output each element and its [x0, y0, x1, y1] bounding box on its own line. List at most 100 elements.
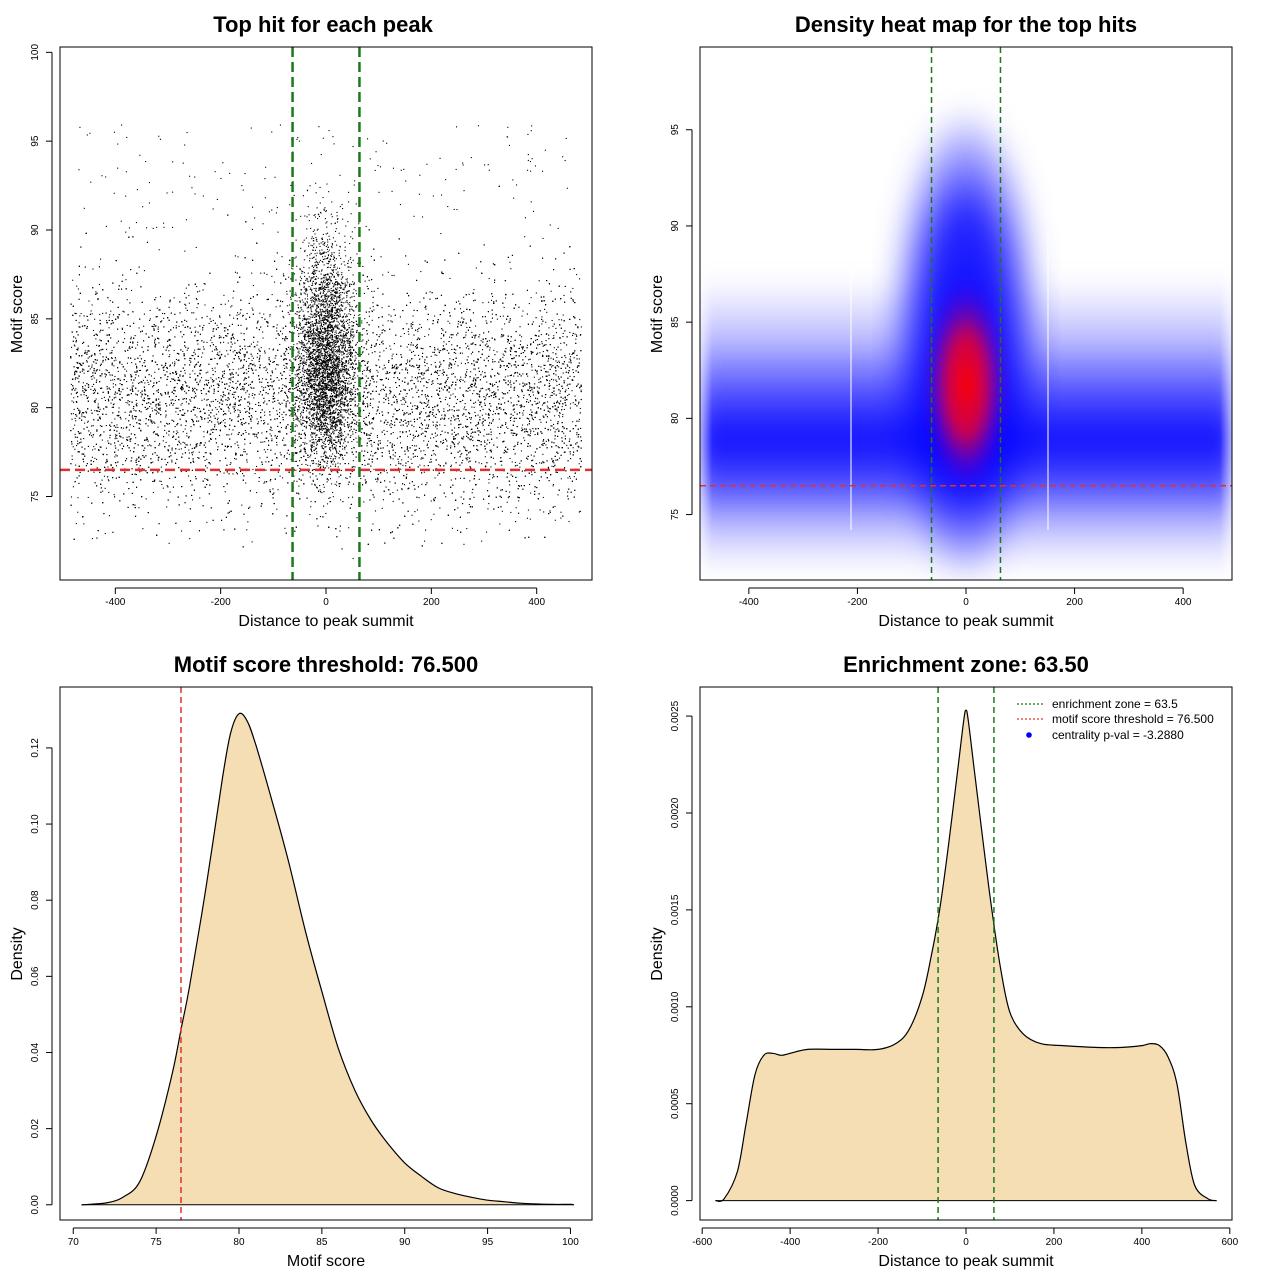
scatter-point [506, 501, 508, 503]
scatter-point [223, 294, 225, 296]
scatter-point [567, 447, 569, 449]
scatter-point [534, 383, 536, 385]
scatter-point [335, 336, 337, 338]
scatter-point [316, 486, 318, 488]
scatter-point [252, 285, 254, 287]
scatter-point [117, 317, 119, 319]
scatter-point [557, 428, 559, 430]
scatter-point [549, 380, 551, 382]
scatter-point [264, 422, 266, 424]
scatter-point [271, 275, 273, 277]
scatter-point [96, 369, 98, 371]
scatter-point [569, 367, 571, 369]
scatter-point [135, 371, 137, 373]
scatter-point [386, 430, 388, 432]
scatter-point [295, 292, 297, 294]
scatter-point [400, 420, 402, 422]
scatter-point [397, 410, 399, 412]
scatter-point [505, 297, 507, 299]
scatter-point [83, 438, 85, 440]
scatter-point [348, 374, 350, 376]
scatter-point [228, 408, 230, 410]
scatter-point [204, 459, 206, 461]
scatter-point [548, 382, 550, 384]
scatter-point [338, 362, 340, 364]
scatter-point [580, 389, 582, 391]
scatter-point [426, 424, 428, 426]
scatter-point [522, 424, 524, 426]
scatter-point [465, 347, 467, 349]
scatter-point [179, 375, 181, 377]
scatter-point [355, 357, 357, 359]
scatter-point [75, 388, 77, 390]
scatter-point [214, 371, 216, 373]
scatter-point [86, 353, 88, 355]
scatter-point [407, 447, 409, 449]
scatter-point [124, 350, 126, 352]
scatter-point [465, 343, 467, 345]
scatter-point [528, 401, 530, 403]
scatter-point [416, 344, 418, 346]
scatter-point [471, 492, 473, 494]
scatter-point [409, 361, 411, 363]
scatter-point [336, 272, 338, 274]
scatter-point [559, 412, 561, 414]
scatter-point [339, 436, 341, 438]
scatter-point [514, 351, 516, 353]
scatter-point [530, 432, 532, 434]
scatter-point [542, 345, 544, 347]
scatter-point [131, 289, 133, 291]
scatter-point [576, 335, 578, 337]
scatter-point [430, 364, 432, 366]
scatter-point [113, 494, 115, 496]
scatter-point [263, 313, 265, 315]
scatter-point [428, 425, 430, 427]
scatter-point [284, 527, 286, 529]
scatter-point [454, 388, 456, 390]
scatter-point [276, 324, 278, 326]
scatter-point [91, 385, 93, 387]
scatter-point [211, 367, 213, 369]
scatter-point [182, 453, 184, 455]
scatter-point [418, 369, 420, 371]
scatter-point [102, 490, 104, 492]
scatter-point [414, 449, 416, 451]
scatter-point [261, 432, 263, 434]
scatter-point [450, 423, 452, 425]
scatter-point [472, 440, 474, 442]
scatter-point [386, 472, 388, 474]
scatter-point [385, 347, 387, 349]
scatter-point [217, 386, 219, 388]
scatter-point [538, 381, 540, 383]
scatter-point [408, 333, 410, 335]
scatter-point [233, 403, 235, 405]
scatter-point [451, 344, 453, 346]
scatter-point [346, 392, 348, 394]
scatter-point [513, 344, 515, 346]
scatter-point [185, 219, 187, 221]
scatter-point [244, 378, 246, 380]
scatter-point [227, 388, 229, 390]
scatter-point [126, 370, 128, 372]
scatter-point [392, 458, 394, 460]
scatter-point [398, 461, 400, 463]
scatter-point [212, 319, 214, 321]
scatter-point [430, 437, 432, 439]
scatter-point [116, 424, 118, 426]
scatter-point [116, 378, 118, 380]
scatter-point [197, 457, 199, 459]
scatter-point [533, 430, 535, 432]
scatter-point [184, 390, 186, 392]
scatter-point [523, 437, 525, 439]
scatter-point [478, 478, 480, 480]
scatter-point [180, 404, 182, 406]
scatter-point [545, 444, 547, 446]
scatter-point [410, 342, 412, 344]
scatter-point [551, 465, 553, 467]
scatter-point [456, 415, 458, 417]
scatter-point [104, 487, 106, 489]
scatter-point [136, 402, 138, 404]
scatter-point [289, 369, 291, 371]
scatter-point [416, 455, 418, 457]
